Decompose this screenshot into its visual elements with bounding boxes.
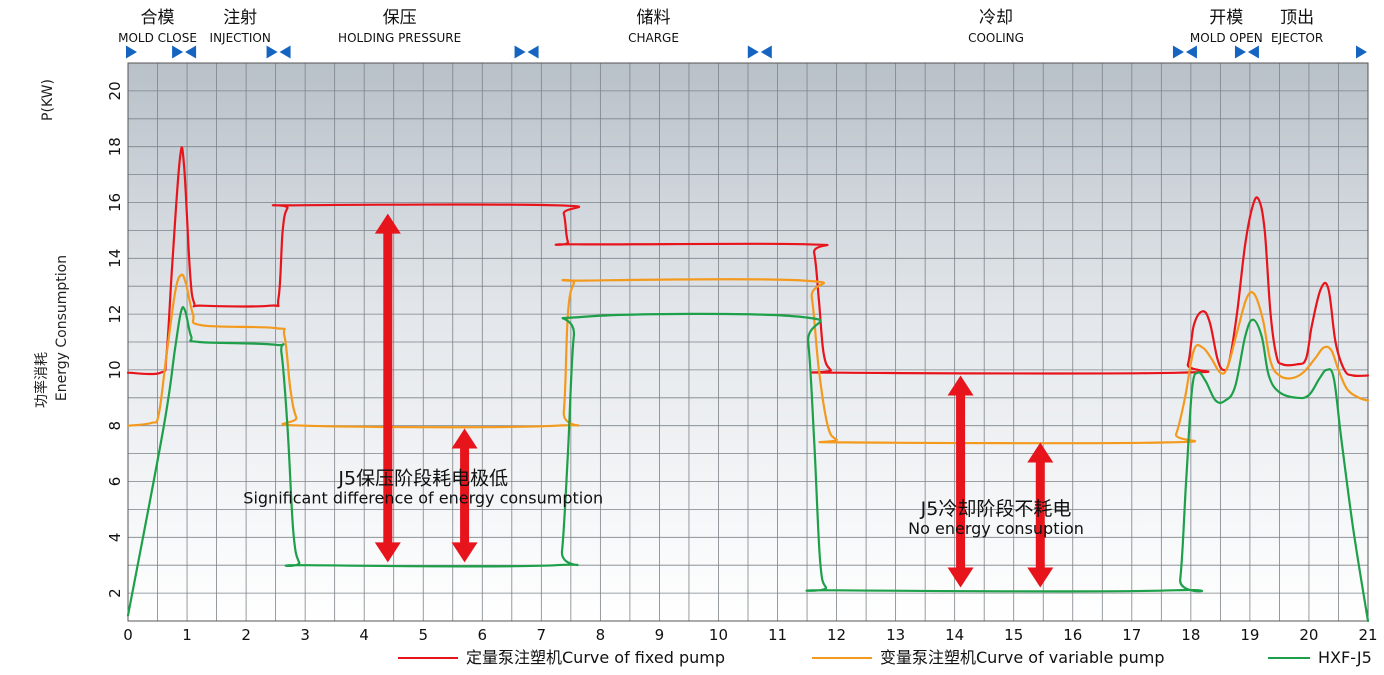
legend-label: HXF-J5	[1318, 648, 1372, 667]
phase-marker-right-icon	[1234, 45, 1246, 59]
phase-label-cn: 储料	[637, 8, 671, 28]
grid	[127, 62, 1369, 622]
x-tick-label: 16	[1063, 626, 1082, 644]
phase-marker-right-icon	[172, 45, 184, 59]
phase-marker-left-icon	[760, 45, 772, 59]
phase-label-en: COOLING	[968, 31, 1024, 45]
x-tick-label: 1	[182, 626, 192, 644]
phase-marker-right-icon	[747, 45, 759, 59]
x-tick-label: 13	[886, 626, 905, 644]
series-line-variable-pump	[126, 273, 1370, 445]
x-tick-label: 3	[300, 626, 310, 644]
y-tick-label: 2	[106, 588, 124, 598]
legend-label: 变量泵注塑机Curve of variable pump	[880, 648, 1164, 667]
annotation-subtitle: Significant difference of energy consump…	[243, 488, 603, 507]
legend: 定量泵注塑机Curve of fixed pump 变量泵注塑机Curve of …	[398, 648, 1372, 667]
phase-header: 合模 MOLD CLOSE 注射 INJECTION 保压 HOLDING PRESSUR…	[118, 8, 1367, 59]
ylabel-top: P(KW)	[40, 79, 56, 121]
y-tick-label: 8	[106, 421, 124, 431]
double-arrow	[451, 428, 478, 563]
x-tick-label: 21	[1358, 626, 1377, 644]
series-line-fixed-pump	[126, 146, 1370, 378]
phase-marker-left-icon	[279, 45, 291, 59]
x-tick-label: 9	[655, 626, 665, 644]
x-tick-label: 18	[1181, 626, 1200, 644]
x-tick-label: 14	[945, 626, 964, 644]
y-tick-label: 12	[106, 305, 124, 324]
phase-label-en: MOLD CLOSE	[118, 31, 197, 45]
y-tick-label: 10	[106, 360, 124, 379]
x-tick-label: 5	[418, 626, 428, 644]
x-tick-label: 8	[596, 626, 606, 644]
phase-label-en: MOLD OPEN	[1190, 31, 1263, 45]
annotation-title: J5保压阶段耗电极低	[337, 467, 508, 489]
phase-label-cn: 保压	[383, 8, 417, 28]
x-tick-label: 4	[359, 626, 369, 644]
phase-marker-right-icon	[266, 45, 278, 59]
annotation-subtitle: No energy consuption	[908, 519, 1084, 538]
phase-label-en: EJECTOR	[1271, 31, 1323, 45]
y-tick-label: 14	[106, 249, 124, 268]
double-arrow	[374, 213, 401, 563]
x-tick-label: 11	[768, 626, 787, 644]
x-tick-label: 6	[478, 626, 488, 644]
x-tick-label: 0	[123, 626, 133, 644]
phase-label-en: INJECTION	[210, 31, 271, 45]
phase-label-cn: 注射	[223, 8, 257, 28]
y-tick-label: 18	[106, 137, 124, 156]
y-tick-label: 4	[106, 533, 124, 543]
double-arrow	[1027, 442, 1054, 588]
phase-label-en: CHARGE	[628, 31, 679, 45]
ylabel-en: Energy Consumption	[54, 255, 70, 401]
phase-marker-right-icon	[126, 45, 137, 59]
x-tick-label: 20	[1299, 626, 1318, 644]
x-tick-label: 15	[1004, 626, 1023, 644]
phase-marker-right-icon	[1172, 45, 1184, 59]
arrows	[374, 213, 1054, 588]
x-tick-label: 7	[537, 626, 547, 644]
x-tick-label: 19	[1240, 626, 1259, 644]
phase-marker-left-icon	[1185, 45, 1197, 59]
plot-frame	[127, 62, 1369, 622]
x-tick-label: 17	[1122, 626, 1141, 644]
phase-label-cn: 顶出	[1280, 8, 1314, 28]
y-tick-label: 16	[106, 193, 124, 212]
phase-marker-right-icon	[1356, 45, 1367, 59]
axes: 0 1 2 3 4 5 6 7 8 9 10 11 12 13 14 15 16 17 18 19 20 21246810…	[106, 62, 1378, 644]
ylabel-cn: 功率消耗	[33, 352, 50, 408]
x-tick-label: 12	[827, 626, 846, 644]
phase-label-cn: 冷却	[979, 8, 1013, 28]
double-arrow	[947, 375, 974, 588]
series	[126, 146, 1370, 623]
y-tick-label: 20	[106, 81, 124, 100]
phase-label-cn: 开模	[1209, 8, 1243, 28]
annotation-title: J5冷却阶段不耗电	[920, 498, 1072, 520]
phase-label-cn: 合模	[141, 8, 175, 28]
phase-marker-left-icon	[527, 45, 539, 59]
y-tick-label: 6	[106, 477, 124, 487]
series-line-hxf-j5	[126, 306, 1370, 623]
legend-label: 定量泵注塑机Curve of fixed pump	[466, 648, 725, 667]
x-tick-label: 10	[709, 626, 728, 644]
phase-label-en: HOLDING PRESSURE	[338, 31, 461, 45]
phase-marker-left-icon	[185, 45, 197, 59]
phase-marker-right-icon	[514, 45, 526, 59]
x-tick-label: 2	[241, 626, 251, 644]
phase-marker-left-icon	[1247, 45, 1259, 59]
